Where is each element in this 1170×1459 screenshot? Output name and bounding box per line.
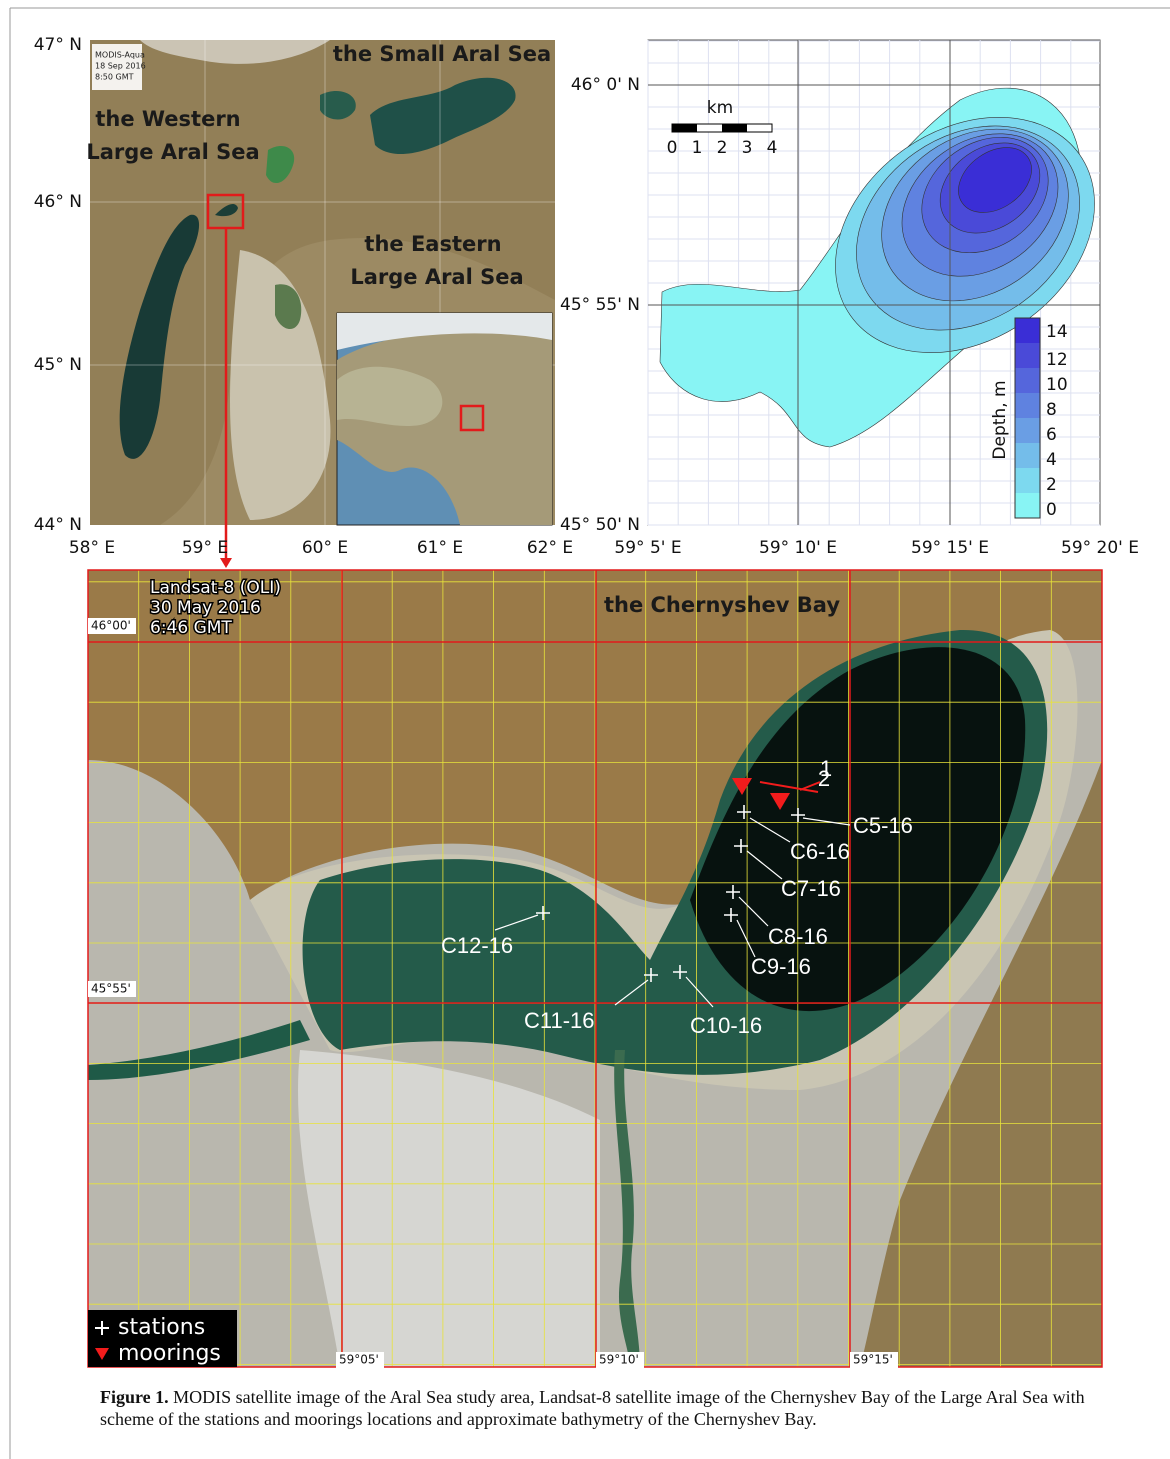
label: 12 [1046,350,1068,370]
scale-bar-seg [722,124,747,132]
label: Depth, m [990,380,1010,459]
label: C10-16 [690,1013,762,1038]
caption-text: MODIS satellite image of the Aral Sea st… [100,1387,1085,1429]
label: 45° 55' N [560,295,640,315]
label: C9-16 [751,954,811,979]
label: 2 [1046,475,1057,495]
label: moorings [118,1341,221,1366]
label: 59° E [182,538,228,558]
label: 4 [767,138,778,158]
label: 2 [717,138,728,158]
label: C6-16 [790,839,850,864]
label: C5-16 [853,813,913,838]
label: 44° N [34,515,82,535]
caption: Figure 1. MODIS satellite image of the A… [100,1386,1140,1430]
label: the Eastern [364,232,501,256]
label: 18 Sep 2016 [95,62,146,71]
label: 1 [692,138,703,158]
label: the Western [95,107,240,131]
label: 8 [1046,400,1057,420]
label: 58° E [69,538,115,558]
label: 0 [667,138,678,158]
label: 45° N [34,355,82,375]
colorbar-band [1015,318,1040,343]
colorbar-band [1015,393,1040,418]
label: 60° E [302,538,348,558]
label: 59°10' [599,1353,639,1367]
page: MODIS-Aqua 18 Sep 2016 8:50 GMT the Small A… [0,0,1170,1459]
label: 45°55' [91,982,131,996]
colorbar-band [1015,368,1040,393]
label: 61° E [417,538,463,558]
label: 46° N [34,192,82,212]
label: Large Aral Sea [86,140,259,164]
scale-bar-seg [672,124,697,132]
colorbar-band [1015,468,1040,493]
label: 59° 15' E [911,538,989,558]
label: C8-16 [768,924,828,949]
label: 4 [1046,450,1057,470]
label: the Small Aral Sea [333,42,551,66]
label: 62° E [527,538,573,558]
label: MODIS-Aqua [95,51,145,60]
label: 3 [742,138,753,158]
figure: MODIS-Aqua 18 Sep 2016 8:50 GMT the Small A… [0,0,1170,1459]
label: 59° 20' E [1061,538,1139,558]
colorbar-band [1015,443,1040,468]
label: 47° N [34,35,82,55]
label: 46° 0' N [571,75,640,95]
label: 45° 50' N [560,515,640,535]
colorbar-band [1015,493,1040,518]
colorbar-band [1015,418,1040,443]
label: 59° 10' E [759,538,837,558]
label: 6:46 GMT [150,618,232,638]
label: Large Aral Sea [350,265,523,289]
label: C11-16 [524,1008,595,1033]
label: C7-16 [781,876,841,901]
caption-label: Figure 1. [100,1387,169,1407]
label: C12-16 [441,933,513,958]
label: 2 [818,766,830,791]
arrow-head [220,558,232,568]
label: Landsat-8 (OLI) [150,578,281,598]
label: 6 [1046,425,1057,445]
label: 10 [1046,375,1068,395]
label: 59°05' [339,1353,379,1367]
label: stations [118,1315,205,1340]
label: 59°15' [853,1353,893,1367]
label: 46°00' [91,619,131,633]
label: 0 [1046,500,1057,520]
label: 14 [1046,322,1068,342]
colorbar-band [1015,343,1040,368]
label: 59° 5' E [614,538,681,558]
label: the Chernyshev Bay [604,593,840,617]
label: 8:50 GMT [95,73,134,82]
label: km [707,98,733,118]
label: 30 May 2016 [150,598,261,618]
